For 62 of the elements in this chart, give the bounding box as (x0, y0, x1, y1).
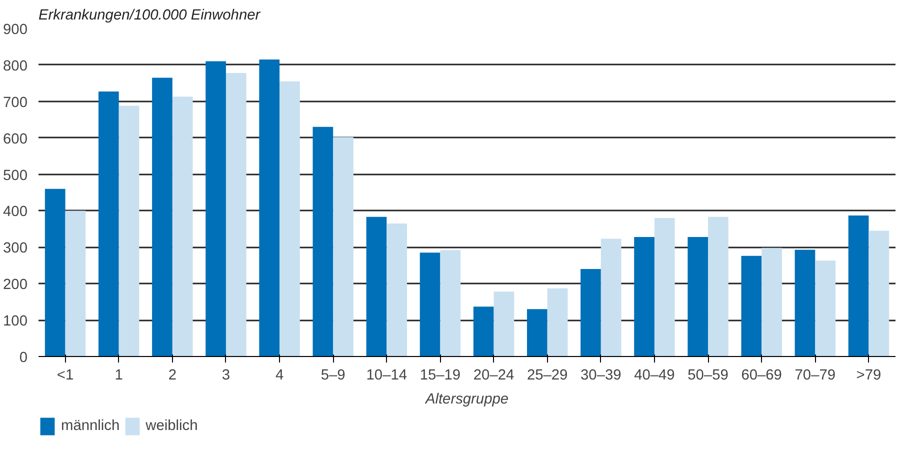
y-tick-label: 900 (3, 22, 28, 38)
bar (741, 256, 762, 356)
x-tick-label: <1 (56, 368, 74, 384)
bar (848, 215, 869, 356)
x-axis-title: Altersgruppe (424, 392, 509, 408)
bar (98, 92, 119, 356)
x-tick-label: 60–69 (741, 368, 782, 384)
x-tick-label: 5–9 (320, 368, 346, 384)
legend-label: männlich (61, 418, 120, 434)
bar (280, 81, 300, 356)
x-tick-label: 4 (275, 368, 284, 384)
x-tick-label: 30–39 (580, 368, 622, 384)
bar (526, 309, 548, 356)
bar (152, 78, 172, 356)
y-tick-label: 300 (3, 240, 28, 257)
y-tick-label: 600 (3, 131, 28, 148)
bar (634, 236, 654, 356)
chart-title: Erkrankungen/100.000 Einwohner (38, 8, 262, 24)
y-tick-label: 800 (3, 58, 28, 74)
bar (547, 288, 568, 356)
y-tick-label: 0 (19, 350, 28, 366)
bar (386, 223, 408, 356)
bar (420, 252, 440, 356)
y-tick-label: 700 (3, 94, 28, 111)
x-tick-label: 1 (114, 368, 123, 384)
bar (868, 230, 890, 356)
bar (333, 137, 354, 356)
x-tick-label: 10–14 (366, 368, 408, 384)
bar (312, 126, 334, 356)
x-tick-label: 3 (222, 368, 230, 384)
y-tick-label: 200 (3, 277, 28, 294)
bar (44, 188, 66, 356)
y-tick-label: 100 (3, 314, 28, 330)
bar (494, 292, 514, 356)
x-tick-label: 2 (168, 368, 176, 384)
bar (580, 269, 601, 356)
bar (473, 306, 494, 356)
x-tick-label: 15–19 (420, 368, 461, 384)
y-tick-label: 500 (3, 168, 28, 184)
bar (118, 106, 140, 356)
y-tick-label: 400 (3, 204, 28, 220)
bar (440, 250, 461, 356)
bar (600, 238, 622, 356)
bar (206, 61, 226, 356)
bar (794, 250, 816, 356)
bar (172, 96, 193, 356)
bar (708, 216, 728, 356)
x-tick-label: 25–29 (526, 368, 568, 384)
x-tick-label: 40–49 (634, 368, 675, 384)
bar (815, 260, 836, 356)
x-tick-label: >79 (856, 368, 882, 384)
bar (259, 59, 280, 356)
legend-label: weiblich (146, 418, 198, 434)
bar (226, 72, 246, 356)
bar (654, 218, 675, 356)
bar (762, 248, 782, 356)
bar (65, 210, 86, 356)
bar (366, 216, 387, 356)
bar (688, 236, 708, 356)
x-tick-label: 50–59 (688, 368, 728, 384)
x-tick-label: 20–24 (473, 368, 514, 384)
x-tick-label: 70–79 (794, 368, 836, 384)
